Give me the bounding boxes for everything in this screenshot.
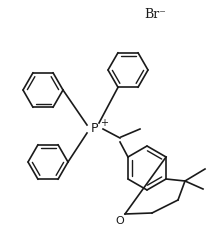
Text: O: O xyxy=(116,216,124,226)
Text: Br⁻: Br⁻ xyxy=(144,7,166,20)
Text: +: + xyxy=(100,118,108,128)
Text: $\mathregular{P}$: $\mathregular{P}$ xyxy=(91,123,100,136)
